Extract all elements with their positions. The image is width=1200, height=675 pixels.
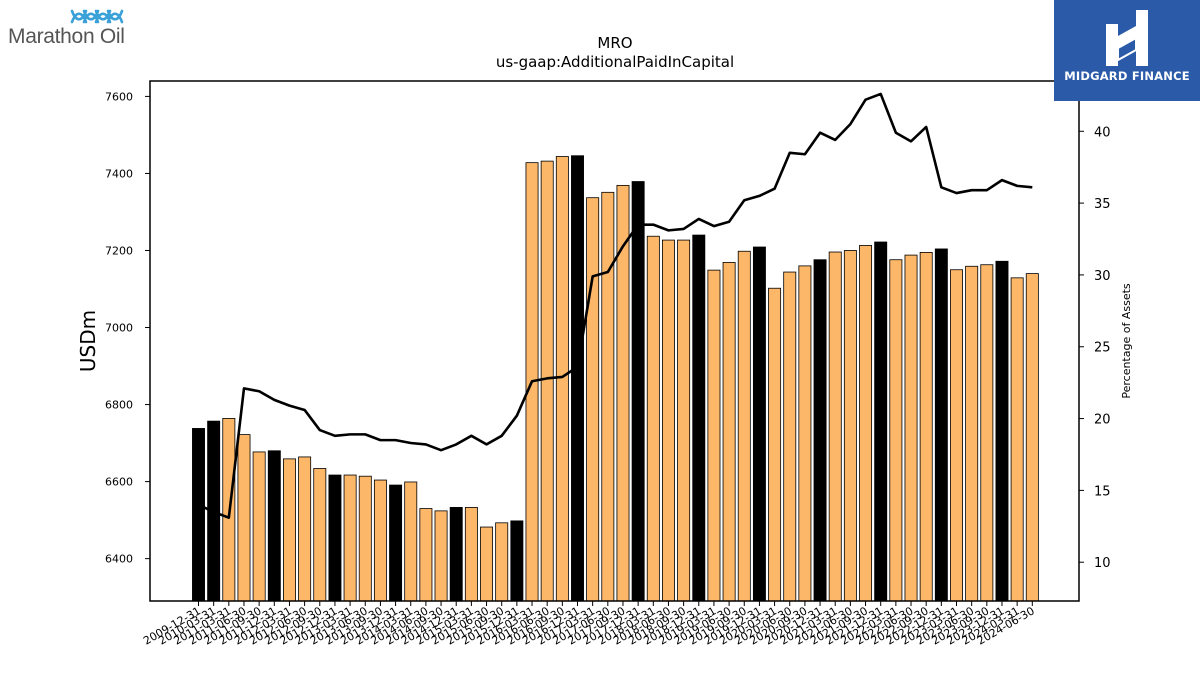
- bar: [404, 481, 418, 602]
- bar: [495, 522, 509, 602]
- y-tick-label: 6400: [105, 553, 133, 566]
- bar: [768, 287, 782, 602]
- bar: [798, 265, 812, 602]
- chart-title: MRO: [597, 34, 632, 52]
- bar: [843, 250, 857, 602]
- bar: [904, 254, 918, 602]
- y-tick-label: 7600: [105, 90, 133, 103]
- bar: [1025, 273, 1039, 602]
- y-tick-label: 6800: [105, 399, 133, 412]
- line-series: [197, 92, 1033, 519]
- bar: [373, 479, 387, 602]
- bar: [646, 235, 660, 602]
- bar: [965, 265, 979, 602]
- bar: [343, 474, 357, 602]
- marathon-oil-name: Marathon Oil: [8, 25, 125, 48]
- bar: [586, 197, 600, 602]
- bar: [677, 239, 691, 602]
- bar: [813, 259, 827, 602]
- bar: [950, 269, 963, 602]
- bar: [859, 245, 873, 602]
- y-axis-label: USDm: [76, 310, 100, 372]
- bar: [919, 252, 933, 602]
- bar: [252, 451, 266, 602]
- bar: [601, 191, 615, 602]
- plot-frame: [149, 80, 1080, 602]
- midgard-mark-icon: [1106, 10, 1148, 66]
- bar: [389, 484, 403, 602]
- bar: [783, 271, 797, 602]
- bar: [434, 510, 448, 602]
- bar: [267, 450, 281, 602]
- bar: [1010, 277, 1024, 602]
- bar: [313, 468, 327, 602]
- y2-tick-label: 35: [1094, 197, 1111, 212]
- marathon-oil-logo: Marathon Oil: [6, 6, 151, 52]
- bar: [540, 160, 554, 602]
- bar: [889, 259, 903, 602]
- bar: [707, 269, 721, 602]
- bar: [449, 506, 463, 602]
- bar: [555, 156, 569, 602]
- y2-tick-label: 15: [1094, 484, 1111, 499]
- bar: [298, 456, 312, 602]
- bar: [192, 428, 205, 602]
- bar: [419, 508, 433, 602]
- x-axis: 2009-12-312010-03-312011-03-312011-06-30…: [141, 601, 1037, 648]
- bar: [995, 260, 1009, 602]
- midgard-finance-logo: MIDGARD FINANCE: [1054, 0, 1200, 101]
- bar: [752, 246, 766, 602]
- bar: [480, 526, 494, 602]
- y-tick-label: 7200: [105, 244, 133, 257]
- y2-tick-label: 10: [1094, 556, 1111, 571]
- chart-subtitle: us-gaap:AdditionalPaidInCapital: [496, 53, 734, 71]
- y2-tick-label: 20: [1094, 413, 1111, 428]
- y2-tick-label: 40: [1094, 125, 1111, 140]
- y2-tick-label: 30: [1094, 269, 1111, 284]
- bar: [874, 241, 888, 602]
- bar: [980, 264, 994, 602]
- bar-series: [192, 155, 1039, 602]
- y-tick-label: 7400: [105, 167, 133, 180]
- bar: [328, 474, 342, 602]
- bar: [662, 239, 675, 602]
- y2-axis-label: Percentage of Assets: [1120, 283, 1133, 399]
- bar: [464, 506, 478, 602]
- y-tick-label: 7000: [105, 322, 133, 335]
- bar: [282, 458, 296, 602]
- y2-axis: 10 15 20 25 30 35 40: [1079, 125, 1111, 571]
- percentage-line: [197, 92, 1033, 519]
- bar: [934, 248, 948, 602]
- bar: [237, 434, 251, 602]
- midgard-finance-name: MIDGARD FINANCE: [1064, 69, 1190, 83]
- y-tick-label: 6600: [105, 476, 133, 489]
- bar: [358, 475, 372, 602]
- bar: [692, 234, 706, 602]
- bar: [722, 262, 736, 602]
- bar: [510, 520, 524, 602]
- bar: [571, 155, 584, 602]
- marathon-oil-wave-icon: [70, 9, 124, 24]
- bar: [631, 181, 645, 602]
- y-axis: 6400 6600 6800 7000 7200 7400 7600: [105, 90, 150, 566]
- bar: [737, 250, 751, 602]
- y2-tick-label: 25: [1094, 341, 1111, 356]
- bar: [828, 251, 842, 602]
